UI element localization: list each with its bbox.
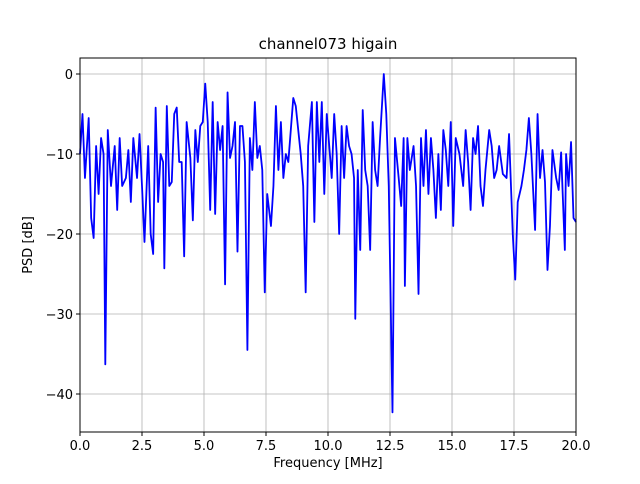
y-tick-label: 0 [65,68,73,83]
y-tick-label: −10 [46,148,73,163]
y-tick-label: −40 [46,388,73,403]
x-axis-label: Frequency [MHz] [273,456,382,471]
data-line [79,73,577,414]
x-tick-label: 5.0 [194,439,215,454]
y-axis-label: PSD [dB] [21,216,36,274]
x-tick-label: 15.0 [438,439,467,454]
y-tick-label: −30 [46,308,73,323]
x-tick-label: 17.5 [500,439,529,454]
x-tick-label: 12.5 [376,439,405,454]
x-tick-label: 10.0 [314,439,343,454]
x-tick-label: 2.5 [132,439,153,454]
x-tick-label: 7.5 [256,439,277,454]
y-tick-label: −20 [46,228,73,243]
plot-frame [79,57,577,433]
x-tick-label: 0.0 [70,439,91,454]
x-tick-label: 20.0 [562,439,591,454]
chart-title: channel073 higain [259,35,398,53]
